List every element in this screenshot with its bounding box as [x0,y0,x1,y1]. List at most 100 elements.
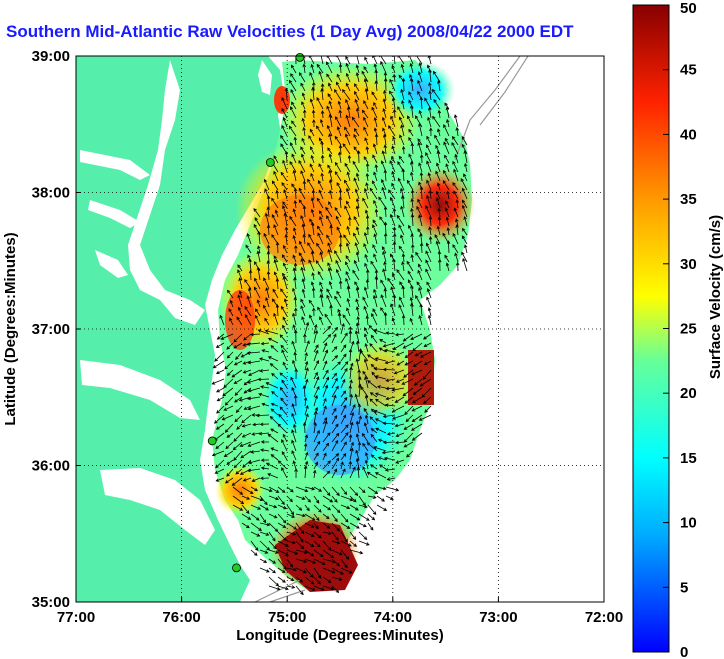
velocity-arrow [272,288,279,299]
colorbar-tick-label: 45 [680,62,697,79]
velocity-arrow [428,189,433,200]
velocity-arrow [260,448,270,452]
velocity-arrow [426,135,432,146]
velocity-arrow [427,106,432,119]
velocity-arrow [313,504,322,513]
velocity-arrow [290,73,297,83]
velocity-arrow [391,272,396,281]
velocity-arrow [215,369,225,375]
velocity-arrow [367,504,377,515]
velocity-arrow [404,405,414,416]
velocity-arrow [303,333,307,344]
velocity-arrow [280,288,288,299]
velocity-arrow [234,414,243,423]
velocity-arrow [304,495,311,503]
velocity-arrow [358,486,366,494]
velocity-arrow [379,338,387,344]
velocity-arrow [247,441,261,447]
velocity-arrow [322,432,331,443]
velocity-arrow [461,187,468,200]
velocity-arrow [316,125,324,137]
velocity-arrow [256,250,261,263]
velocity-arrow [259,531,270,536]
velocity-arrow [359,350,369,362]
velocity-arrow [242,459,252,468]
velocity-arrow [455,126,460,137]
velocity-arrow [385,386,396,391]
y-axis-ticks: 35:00 36:00 37:00 38:00 39:00 [32,48,81,611]
velocity-arrow [369,392,378,398]
velocity-arrow [353,216,360,227]
velocity-arrow [250,495,264,502]
velocity-arrow [408,99,414,110]
velocity-arrow [267,473,279,479]
velocity-arrow [389,78,396,92]
velocity-arrow [232,441,243,451]
velocity-arrow [301,137,306,146]
velocity-arrow [410,171,414,182]
velocity-arrow [422,369,432,380]
velocity-arrow [445,106,450,119]
velocity-arrow [364,414,369,425]
velocity-arrow [454,153,459,164]
velocity-arrow [261,402,270,407]
velocity-arrow [292,460,297,470]
velocity-arrow [437,216,442,227]
velocity-arrow [394,332,405,337]
velocity-arrow [376,495,385,502]
velocity-arrow [313,385,320,398]
velocity-arrow [327,147,333,155]
velocity-arrow [445,216,450,227]
velocity-arrow [290,64,297,74]
velocity-arrow [415,251,423,263]
velocity-arrow [419,171,424,182]
velocity-arrow [322,576,332,583]
velocity-arrow [340,513,349,523]
velocity-arrow [432,115,441,128]
velocity-arrow [294,244,298,254]
velocity-arrow [392,135,396,146]
velocity-arrow [399,296,405,308]
velocity-arrow [395,459,405,464]
velocity-arrow [381,150,387,164]
velocity-arrow [282,275,288,290]
velocity-arrow [245,244,252,254]
velocity-arrow [425,259,432,272]
velocity-arrow [409,317,414,326]
velocity-arrow [301,288,306,299]
velocity-arrow [292,312,297,326]
velocity-arrow [300,153,306,164]
velocity-arrow [355,420,360,434]
velocity-arrow [404,351,414,359]
velocity-arrow [231,477,243,486]
velocity-arrow [331,439,339,452]
velocity-arrow [281,182,288,191]
velocity-arrow [408,224,414,236]
velocity-arrow [437,79,441,92]
velocity-arrow [313,495,320,504]
velocity-arrow [300,266,306,281]
velocity-arrow [271,214,279,227]
velocity-arrow [300,298,306,308]
velocity-arrow [250,540,259,551]
velocity-arrow [355,251,360,263]
velocity-arrow [381,450,396,455]
velocity-arrow [313,567,322,579]
velocity-arrow [313,349,319,362]
velocity-arrow [377,385,387,389]
velocity-arrow [309,71,315,83]
velocity-arrow [445,262,450,272]
velocity-arrow [412,387,423,395]
velocity-arrow [291,101,297,110]
velocity-arrow [345,271,351,281]
velocity-arrow [411,243,415,254]
velocity-arrow [355,226,360,236]
velocity-arrow [446,240,451,254]
velocity-arrow [277,585,289,591]
velocity-arrow [302,385,307,398]
velocity-arrow [291,429,297,443]
velocity-arrow [260,440,270,444]
colorbar-tick-label: 35 [680,191,697,208]
velocity-arrow [286,567,297,572]
velocity-arrow [386,432,396,436]
